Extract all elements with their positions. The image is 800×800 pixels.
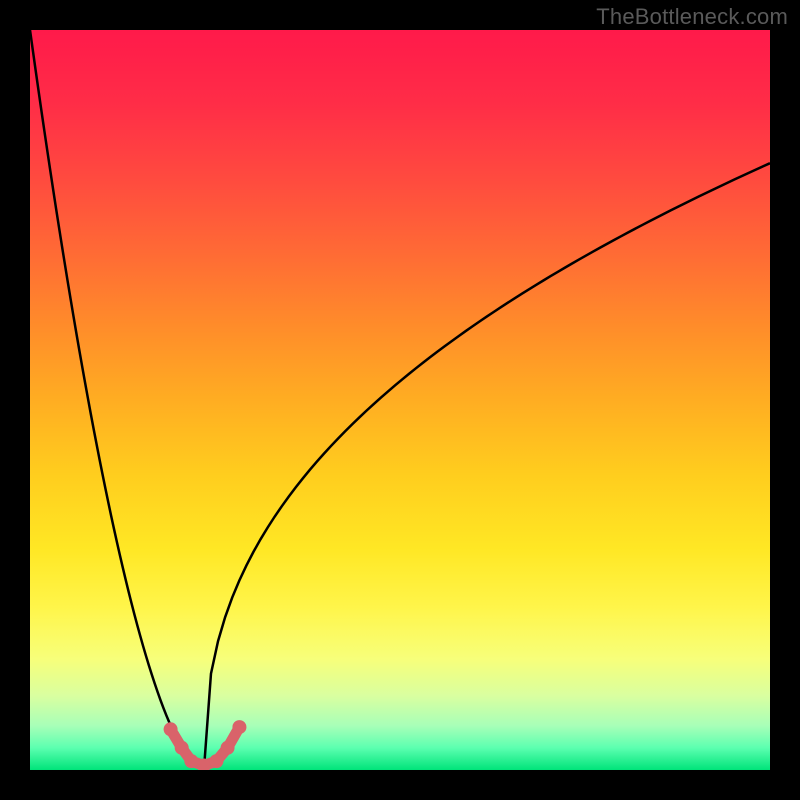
- watermark-text: TheBottleneck.com: [596, 4, 788, 30]
- plot-area: [30, 30, 770, 770]
- notch-marker-dot: [209, 754, 223, 768]
- chart-container: TheBottleneck.com: [0, 0, 800, 800]
- bottleneck-curve: [30, 30, 770, 770]
- notch-marker-dot: [164, 722, 178, 736]
- notch-marker-dot: [175, 741, 189, 755]
- notch-marker-dot: [221, 741, 235, 755]
- curve-overlay: [30, 30, 770, 770]
- notch-marker-dot: [184, 754, 198, 768]
- notch-marker-dot: [232, 720, 246, 734]
